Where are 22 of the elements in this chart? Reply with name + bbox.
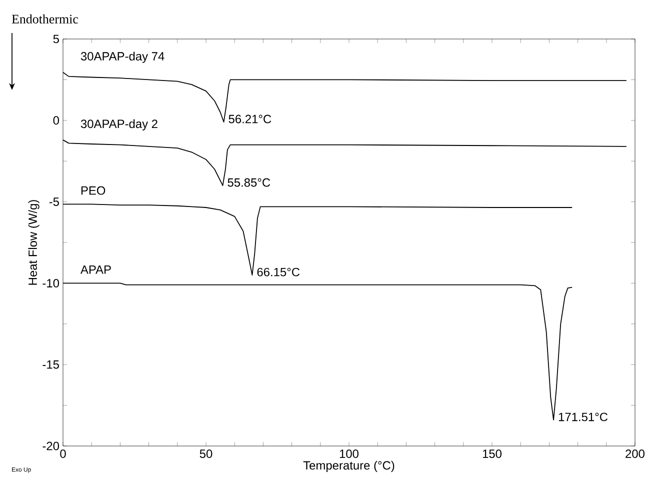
y-tick-label: -10 [42,278,60,288]
y-tick-label: -5 [49,198,59,206]
x-tick-label: 200 [626,450,645,458]
y-tick-label: 5 [53,34,59,44]
annotation: 66.15°C [257,268,300,276]
series-label: APAP [80,265,111,274]
series-label: 30APAP-day 74 [80,52,164,63]
text: Endothermic [12,14,78,24]
y-tick-label: -20 [42,442,60,450]
x-tick-label: 50 [200,450,212,458]
annotation: 56.21°C [228,114,272,124]
series-label: PEO [81,186,106,195]
legend-label: 30APAP-day 2 [80,119,158,130]
x-tick-label: 0 [60,450,66,458]
x-axis-title: Temperature (°C) [303,460,394,472]
x-tick-label: 150 [482,450,502,458]
y-tick-label: -15 [42,360,59,369]
x-tick-label: 100 [340,450,359,458]
annotation: 55.85°C [228,178,270,187]
y-axis-title: Heat Flow (W/g) [28,200,40,285]
y-tick-label: 0 [53,116,60,125]
annotation: 171.51°C [558,412,608,422]
